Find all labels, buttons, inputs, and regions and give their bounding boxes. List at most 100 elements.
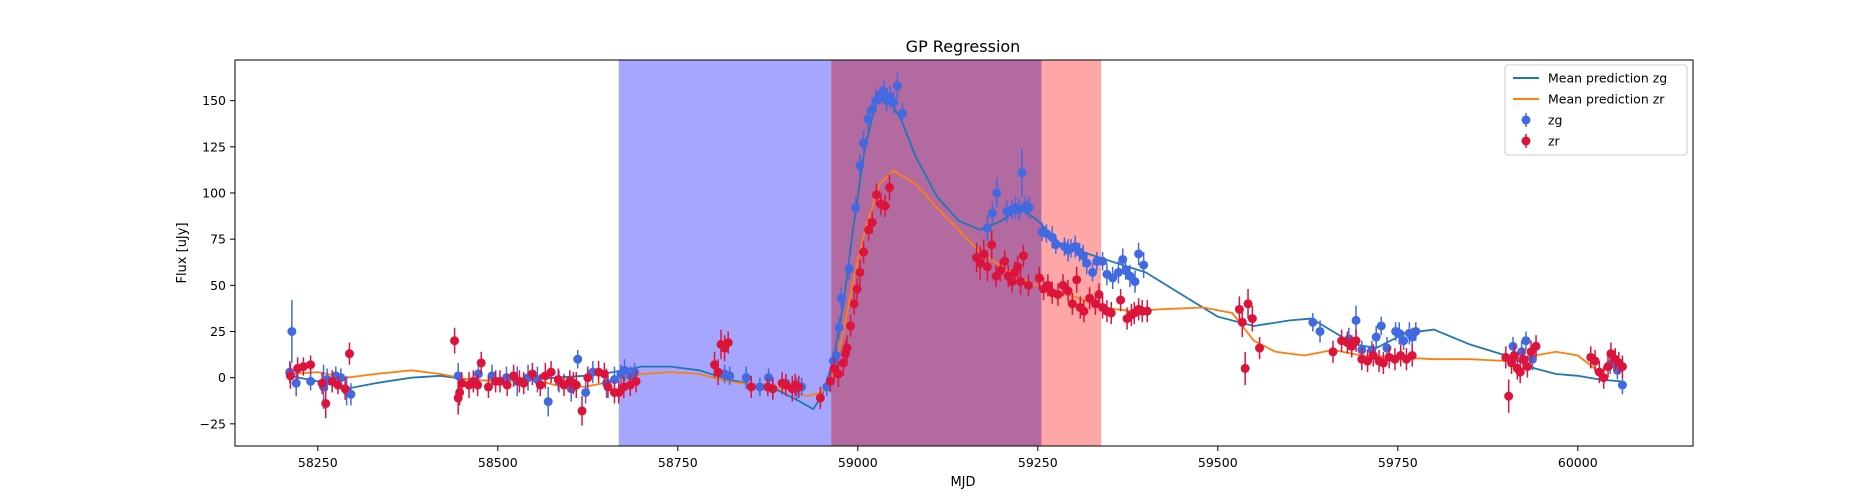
data-point-zg [855,160,865,170]
data-point-zg [1517,347,1527,357]
data-point-zg [620,365,630,375]
data-point-zr [1067,299,1077,309]
data-point-zr [867,218,877,228]
data-point-zr [599,369,609,379]
x-tick-label: 58750 [658,455,698,470]
data-point-zg [1315,326,1325,336]
data-point-zr [842,343,852,353]
data-point-zg [1098,256,1108,266]
data-point-zr [509,371,519,381]
data-point-zg [863,114,873,124]
data-point-zr [975,258,985,268]
data-point-zr [1106,308,1116,318]
data-point-zr [1351,336,1361,346]
legend-swatch-marker [1521,115,1531,125]
data-point-zr [1016,277,1026,287]
data-point-zr [285,371,295,381]
data-point-zr [502,380,512,390]
data-point-zr [455,387,465,397]
data-point-zr [723,338,733,348]
data-point-zr [457,378,467,388]
data-point-zr [577,406,587,416]
data-point-zr [846,321,856,331]
data-point-zg [346,389,356,399]
data-point-zr [849,299,859,309]
y-tick-label: −25 [200,416,226,431]
data-point-zg [1371,332,1381,342]
data-point-zg [1024,203,1034,213]
data-point-zg [1108,273,1118,283]
data-point-zr [1072,275,1082,285]
data-point-zr [884,182,894,192]
data-point-zg [306,376,316,386]
data-point-zr [321,399,331,409]
data-point-zr [768,384,778,394]
data-point-zg [1088,267,1098,277]
x-tick-label: 59250 [1018,455,1058,470]
y-axis-label: Flux [uJy] [175,222,190,283]
y-tick-label: 50 [210,278,226,293]
y-tick-label: 75 [210,232,226,247]
data-point-zr [1237,317,1247,327]
x-tick-label: 59000 [838,455,878,470]
data-point-zr [1063,286,1073,296]
data-point-zr [1018,251,1028,261]
data-point-zg [630,367,640,377]
data-point-zr [1378,358,1388,368]
data-point-zr [1142,306,1152,316]
data-point-zg [543,397,553,407]
data-point-zr [1504,391,1514,401]
data-point-zg [609,375,619,385]
data-point-zg [1617,380,1627,390]
data-point-zg [755,382,765,392]
data-point-zr [864,225,874,235]
y-tick-label: 100 [202,185,226,200]
data-point-zr [483,382,493,392]
data-point-zr [1053,290,1063,300]
legend-label: Mean prediction zr [1548,92,1665,107]
data-point-zr [859,247,869,257]
data-point-zr [1090,299,1100,309]
data-point-zr [825,376,835,386]
data-point-zg [1051,240,1061,250]
data-point-zr [1116,295,1126,305]
data-point-zr [340,384,350,394]
data-point-zg [892,81,902,91]
data-point-zg [741,373,751,383]
data-point-zg [1527,354,1537,364]
data-point-zr [1255,343,1265,353]
legend-label: zg [1548,113,1563,128]
data-point-zg [992,188,1002,198]
data-point-zg [1078,251,1088,261]
data-point-zr [995,266,1005,276]
data-point-zr [1000,256,1010,266]
data-point-zr [553,375,563,385]
data-point-zg [287,326,297,336]
data-point-zg [1134,249,1144,259]
data-point-zg [836,293,846,303]
x-tick-label: 60000 [1558,455,1598,470]
y-tick-label: 125 [202,139,226,154]
legend-box [1504,64,1688,156]
data-point-zg [987,208,997,218]
data-point-zr [519,378,529,388]
plot-area: 58250 58500 58750 59000 59250 59500 59750 60000… [200,59,1694,470]
plot-frame [234,59,1694,447]
data-point-zg [844,264,854,274]
data-point-zg [1382,343,1392,353]
data-point-zr [571,380,581,390]
data-point-zr [527,369,537,379]
data-layer [285,72,1627,426]
data-point-zr [880,201,890,211]
data-point-zr [852,284,862,294]
legend: Mean prediction zg Mean prediction zr zg zr [1504,64,1688,156]
data-point-zg [1082,258,1092,268]
data-point-zg [831,351,841,361]
data-point-zr [1079,306,1089,316]
data-point-zr [1522,362,1532,372]
data-point-zg [1521,336,1531,346]
data-point-zr [746,382,756,392]
data-point-zg [889,97,899,107]
data-point-zg [1508,341,1518,351]
